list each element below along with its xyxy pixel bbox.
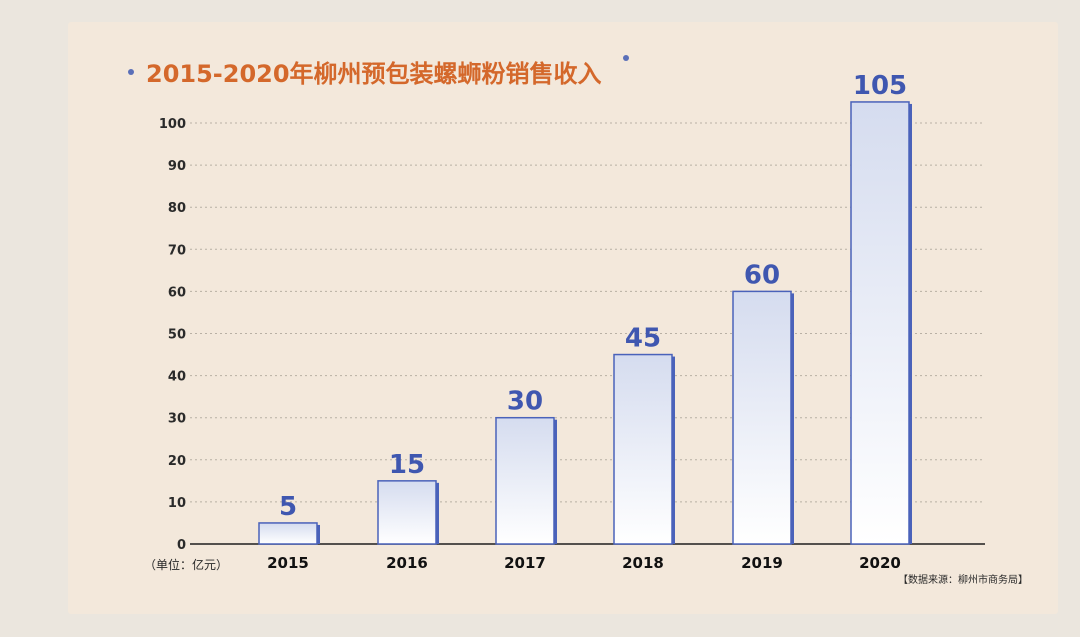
x-tick-label: 2015 <box>267 554 309 572</box>
x-tick-label: 2020 <box>859 554 901 572</box>
x-tick-label: 2016 <box>386 554 428 572</box>
bars <box>258 101 912 545</box>
y-tick-label: 80 <box>168 201 186 216</box>
value-label-2019: 60 <box>744 260 780 290</box>
x-tick-label: 2018 <box>622 554 664 572</box>
y-tick-label: 20 <box>168 454 186 469</box>
bar-2017 <box>495 416 555 545</box>
unit-label: （单位：亿元） <box>144 557 228 572</box>
x-tick-label: 2019 <box>741 554 783 572</box>
chart-title: 2015-2020年柳州预包装螺蛳粉销售收入 <box>146 60 602 88</box>
y-tick-label: 70 <box>168 243 186 258</box>
y-tick-label: 50 <box>168 328 186 343</box>
value-labels: 5 15 30 45 60 105 <box>279 71 907 522</box>
y-tick-label: 40 <box>168 370 186 385</box>
x-tick-label: 2017 <box>504 554 546 572</box>
x-axis-labels: 2015 2016 2017 2018 2019 2020 <box>267 554 901 572</box>
value-label-2018: 45 <box>625 324 661 354</box>
bar-2015 <box>258 522 318 545</box>
bar-2019 <box>732 290 792 545</box>
paper-background <box>68 22 1058 614</box>
y-tick-label: 0 <box>177 538 186 553</box>
bar-2018 <box>613 353 673 545</box>
bar-2016 <box>377 480 437 545</box>
y-tick-label: 90 <box>168 159 186 174</box>
value-label-2017: 30 <box>507 387 543 417</box>
y-tick-label: 10 <box>168 496 186 511</box>
title-bullet-left <box>128 69 134 75</box>
value-label-2020: 105 <box>853 71 907 101</box>
title-bullet-right <box>623 55 629 61</box>
value-label-2016: 15 <box>389 450 425 480</box>
value-label-2015: 5 <box>279 492 297 522</box>
y-tick-label: 60 <box>168 285 186 300</box>
y-axis-ticks: 0 10 20 30 40 50 60 70 80 90 100 <box>159 117 186 553</box>
y-tick-label: 30 <box>168 412 186 427</box>
source-note: 【数据来源：柳州市商务局】 <box>898 573 1028 586</box>
y-tick-label: 100 <box>159 117 186 132</box>
bar-2020 <box>850 101 910 545</box>
